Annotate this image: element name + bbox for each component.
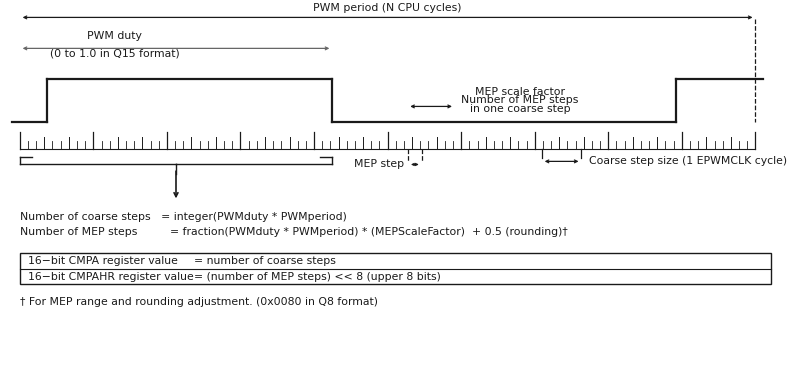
Text: PWM period (N CPU cycles): PWM period (N CPU cycles)	[313, 3, 462, 13]
Text: † For MEP range and rounding adjustment. (0x0080 in Q8 format): † For MEP range and rounding adjustment.…	[20, 297, 378, 307]
Text: = (number of MEP steps) << 8 (upper 8 bits): = (number of MEP steps) << 8 (upper 8 bi…	[194, 272, 441, 282]
Text: Coarse step size (1 EPWMCLK cycle): Coarse step size (1 EPWMCLK cycle)	[589, 156, 787, 166]
Text: 16−bit CMPA register value: 16−bit CMPA register value	[28, 256, 177, 266]
Text: in one coarse step: in one coarse step	[470, 104, 570, 114]
Text: = number of coarse steps: = number of coarse steps	[194, 256, 335, 266]
Text: = fraction(PWMduty * PWMperiod) * (MEPScaleFactor)  + 0.5 (rounding)†: = fraction(PWMduty * PWMperiod) * (MEPSc…	[170, 227, 568, 237]
Text: Number of coarse steps   = integer(PWMduty * PWMperiod): Number of coarse steps = integer(PWMduty…	[20, 212, 346, 222]
Text: 16−bit CMPAHR register value: 16−bit CMPAHR register value	[28, 272, 194, 282]
Text: MEP scale factor: MEP scale factor	[475, 87, 565, 97]
Text: (0 to 1.0 in Q15 format): (0 to 1.0 in Q15 format)	[50, 48, 180, 58]
Text: Number of MEP steps: Number of MEP steps	[461, 95, 579, 105]
Text: PWM duty: PWM duty	[87, 31, 142, 41]
Text: Number of MEP steps: Number of MEP steps	[20, 227, 137, 237]
Bar	[20, 253, 771, 284]
Text: MEP step: MEP step	[354, 159, 404, 170]
